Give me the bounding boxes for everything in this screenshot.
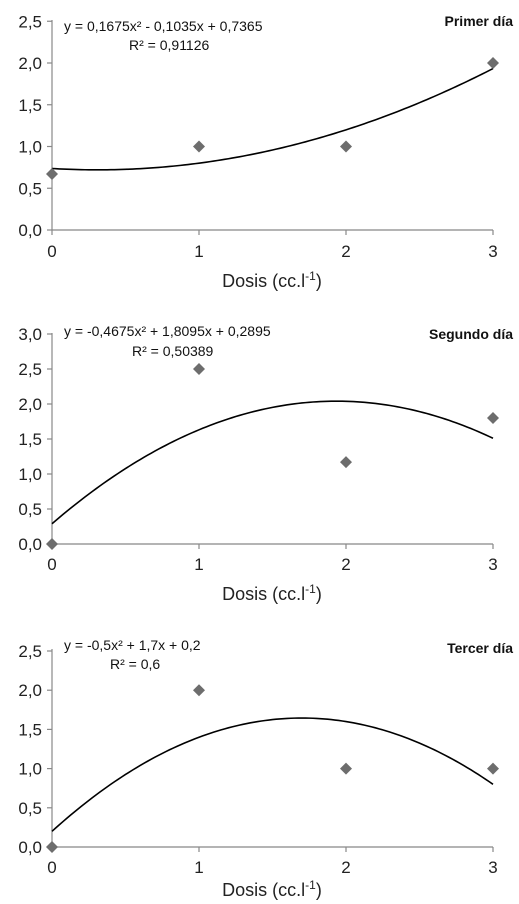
- trend-equation: y = -0,4675x² + 1,8095x + 0,2895: [64, 323, 271, 339]
- r-squared: R² = 0,6: [110, 656, 160, 672]
- y-tick-label: 2,5: [18, 360, 42, 379]
- y-tick-label: 0,5: [18, 179, 42, 198]
- y-tick-label: 1,0: [18, 760, 42, 779]
- x-tick-label: 3: [488, 555, 497, 574]
- y-tick-label: 2,5: [18, 12, 42, 31]
- y-tick-label: 3,0: [18, 325, 42, 344]
- y-tick-label: 2,0: [18, 395, 42, 414]
- data-point-marker: [487, 57, 499, 69]
- y-tick-label: 0,5: [18, 500, 42, 519]
- x-tick-label: 3: [488, 242, 497, 261]
- y-tick-label: 2,0: [18, 681, 42, 700]
- x-tick-label: 0: [47, 555, 56, 574]
- data-point-marker: [46, 538, 58, 550]
- x-tick-label: 1: [194, 555, 203, 574]
- x-tick-label: 1: [194, 858, 203, 877]
- y-tick-label: 2,5: [18, 642, 42, 661]
- data-point-marker: [487, 762, 499, 775]
- x-axis-label: Dosis (cc.l-1): [222, 269, 322, 291]
- data-point-marker: [340, 140, 352, 153]
- data-points: [46, 57, 499, 181]
- y-ticks: 0,0 0,5 1,0 1,5 2,0 2,5: [18, 642, 52, 857]
- x-tick-label: 0: [47, 858, 56, 877]
- y-tick-label: 0,5: [18, 799, 42, 818]
- x-tick-label: 3: [488, 858, 497, 877]
- data-points: [46, 684, 499, 853]
- trendline: [51, 717, 494, 832]
- data-point-marker: [340, 762, 352, 775]
- data-point-marker: [193, 363, 205, 375]
- trendline: [51, 67, 494, 171]
- y-ticks: 0,0 0,5 1,0 1,5 2,0 2,5 3,0: [18, 325, 52, 554]
- trend-equation: y = -0,5x² + 1,7x + 0,2: [64, 637, 201, 653]
- x-tick-label: 0: [47, 242, 56, 261]
- x-ticks: 0 1 2 3: [47, 230, 498, 261]
- x-tick-label: 2: [341, 858, 350, 877]
- x-tick-label: 2: [341, 242, 350, 261]
- x-axis-label: Dosis (cc.l-1): [222, 582, 322, 604]
- data-points: [46, 363, 499, 550]
- y-ticks: 0,0 0,5 1,0 1,5 2,0 2,5: [18, 12, 52, 240]
- data-point-marker: [46, 168, 58, 181]
- chart-panel-primer-dia: 0,0 0,5 1,0 1,5 2,0 2,5 0 1 2 3 y = 0,1675x² - 0…: [18, 12, 513, 291]
- data-point-marker: [340, 456, 352, 469]
- y-tick-label: 1,5: [18, 96, 42, 115]
- y-tick-label: 0,0: [18, 838, 42, 857]
- y-tick-label: 1,0: [18, 465, 42, 484]
- data-point-marker: [487, 412, 499, 424]
- chart-panel-tercer-dia: 0,0 0,5 1,0 1,5 2,0 2,5 0 1 2 3 y = -0,5x² + 1,7…: [18, 637, 513, 900]
- x-ticks: 0 1 2 3: [47, 847, 498, 877]
- data-point-marker: [46, 841, 58, 853]
- y-tick-label: 2,0: [18, 54, 42, 73]
- x-ticks: 0 1 2 3: [47, 544, 498, 574]
- y-tick-label: 0,0: [18, 535, 42, 554]
- chart-title: Tercer día: [447, 640, 513, 656]
- y-tick-label: 0,0: [18, 221, 42, 240]
- data-point-marker: [193, 140, 205, 153]
- data-point-marker: [193, 684, 205, 697]
- y-tick-label: 1,5: [18, 430, 42, 449]
- trendline: [51, 400, 494, 525]
- trend-equation: y = 0,1675x² - 0,1035x + 0,7365: [64, 18, 263, 34]
- y-tick-label: 1,5: [18, 720, 42, 739]
- y-tick-label: 1,0: [18, 138, 42, 157]
- r-squared: R² = 0,91126: [129, 37, 210, 53]
- r-squared: R² = 0,50389: [132, 343, 214, 359]
- x-axis-label: Dosis (cc.l-1): [222, 878, 322, 900]
- chart-panel-segundo-dia: 0,0 0,5 1,0 1,5 2,0 2,5 3,0 0 1 2 3 y = -0,4675x²…: [18, 323, 513, 604]
- x-tick-label: 1: [194, 242, 203, 261]
- chart-title: Primer día: [445, 13, 514, 29]
- x-tick-label: 2: [341, 555, 350, 574]
- chart-title: Segundo día: [429, 326, 513, 342]
